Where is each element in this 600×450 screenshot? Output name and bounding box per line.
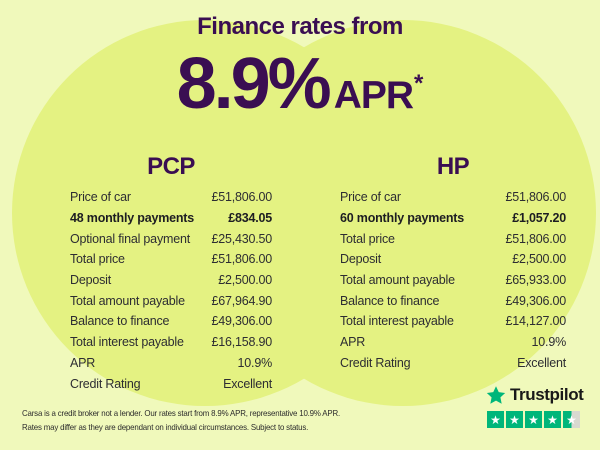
table-row: Total amount payable £65,933.00 (340, 270, 566, 291)
row-value: £51,806.00 (211, 190, 272, 205)
table-row: Total interest payable £16,158.90 (70, 332, 272, 353)
star-icon: ★ (525, 411, 542, 428)
row-value: £1,057.20 (512, 211, 566, 226)
pcp-table: Price of car £51,806.00 48 monthly paymen… (70, 187, 272, 394)
row-value: £2,500.00 (218, 273, 272, 288)
table-row: Total price £51,806.00 (70, 249, 272, 270)
table-row: Price of car £51,806.00 (340, 187, 566, 208)
table-row: 48 monthly payments £834.05 (70, 208, 272, 229)
table-row: Total price £51,806.00 (340, 228, 566, 249)
row-label: Credit Rating (70, 376, 141, 391)
star-icon: ★ (487, 411, 504, 428)
table-row: Credit Rating Excellent (340, 353, 566, 374)
trustpilot-badge: Trustpilot (486, 385, 584, 405)
row-value: £49,306.00 (211, 314, 272, 329)
row-value: £14,127.00 (505, 314, 566, 329)
table-row: Credit Rating Excellent (70, 373, 272, 394)
row-value: £25,430.50 (211, 231, 272, 246)
table-row: 60 monthly payments £1,057.20 (340, 208, 566, 229)
row-value: 10.9% (237, 355, 273, 370)
row-value: £65,933.00 (505, 273, 566, 288)
table-row: Balance to finance £49,306.00 (70, 311, 272, 332)
table-row: Price of car £51,806.00 (70, 187, 272, 208)
pcp-heading: PCP (147, 153, 195, 180)
legal-disclaimer: Carsa is a credit broker not a lender. O… (22, 406, 340, 434)
row-value: £16,158.90 (211, 335, 272, 350)
rate-footnote-marker: * (414, 70, 424, 97)
disclaimer-line-1: Carsa is a credit broker not a lender. O… (22, 408, 341, 418)
table-row: Total interest payable £14,127.00 (340, 311, 566, 332)
trustpilot-rating-stars: ★ ★ ★ ★ ★ (487, 411, 580, 428)
table-row: APR 10.9% (70, 353, 272, 374)
row-label: Balance to finance (340, 293, 440, 308)
row-value: £834.05 (228, 211, 272, 226)
row-label: 60 monthly payments (340, 211, 465, 226)
row-label: Total interest payable (70, 335, 184, 350)
star-icon: ★ (506, 411, 523, 428)
row-label: Balance to finance (70, 314, 170, 329)
row-value: £51,806.00 (505, 190, 566, 205)
hp-background-circle (210, 20, 596, 406)
row-label: Total amount payable (340, 273, 455, 288)
row-value: £51,806.00 (211, 252, 272, 267)
row-value: Excellent (223, 376, 272, 391)
disclaimer-line-2: Rates may differ as they are dependant o… (22, 422, 309, 432)
star-icon: ★ (544, 411, 561, 428)
row-label: APR (70, 355, 96, 370)
row-label: Credit Rating (340, 355, 411, 370)
row-label: Total price (70, 252, 125, 267)
row-label: Total interest payable (340, 314, 454, 329)
row-label: 48 monthly payments (70, 211, 195, 226)
row-label: Price of car (340, 190, 401, 205)
row-value: £49,306.00 (505, 293, 566, 308)
table-row: Optional final payment £25,430.50 (70, 228, 272, 249)
hp-heading: HP (436, 153, 470, 180)
table-row: Deposit £2,500.00 (340, 249, 566, 270)
hp-table: Price of car £51,806.00 60 monthly paymen… (340, 187, 566, 373)
rate-value: 8.9% (176, 44, 332, 124)
row-label: Total price (340, 231, 395, 246)
table-row: Deposit £2,500.00 (70, 270, 272, 291)
row-value: £51,806.00 (505, 231, 566, 246)
row-label: Total amount payable (70, 293, 185, 308)
row-label: Deposit (70, 273, 111, 288)
trustpilot-wordmark: Trustpilot (510, 385, 584, 404)
table-row: Total amount payable £67,964.90 (70, 290, 272, 311)
rate-unit: APR (333, 74, 414, 117)
row-value: £2,500.00 (512, 252, 566, 267)
headline-rate: 8.9% APR * (0, 48, 600, 120)
table-row: APR 10.9% (340, 332, 566, 353)
row-value: £67,964.90 (211, 293, 272, 308)
trustpilot-star-icon (486, 386, 506, 404)
half-star-icon: ★ (563, 411, 580, 428)
row-label: Optional final payment (70, 231, 190, 246)
row-label: Price of car (70, 190, 131, 205)
row-label: APR (340, 335, 366, 350)
banner-title: Finance rates from (197, 13, 403, 40)
row-label: Deposit (340, 252, 381, 267)
table-row: Balance to finance £49,306.00 (340, 290, 566, 311)
row-value: Excellent (517, 355, 566, 370)
row-value: 10.9% (531, 335, 567, 350)
